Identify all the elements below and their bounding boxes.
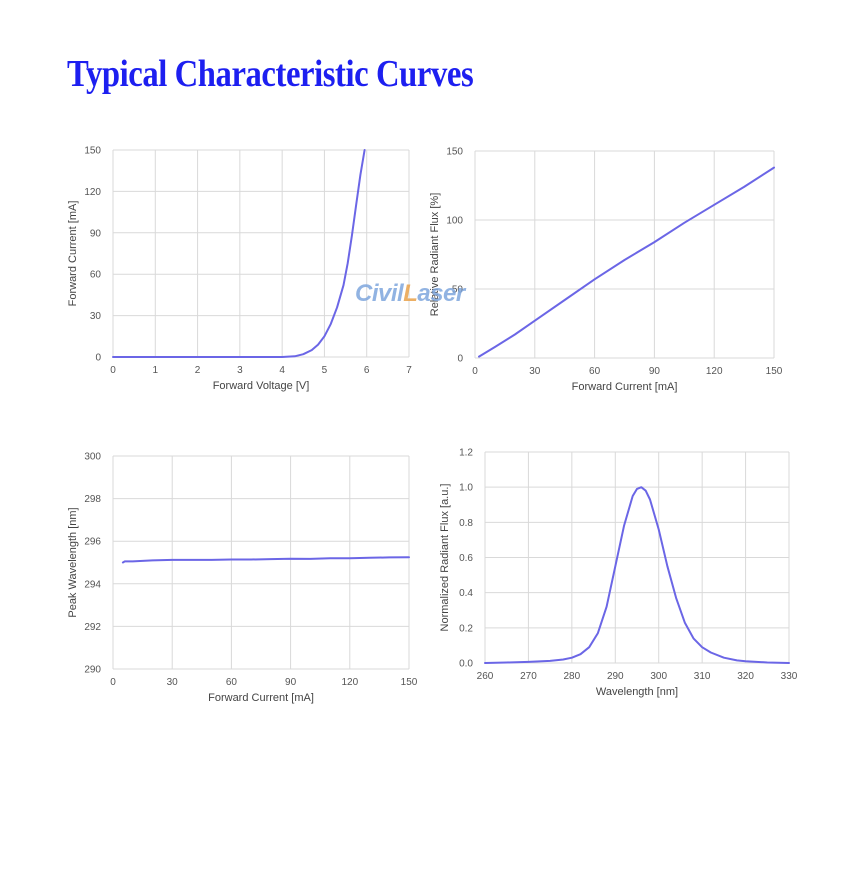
y-tick-label: 100 <box>446 216 463 227</box>
y-tick-label: 150 <box>446 147 463 158</box>
x-tick-label: 2 <box>195 365 201 376</box>
x-tick-label: 270 <box>520 671 537 682</box>
page-title: Typical Characteristic Curves <box>67 53 474 95</box>
x-tick-label: 310 <box>694 671 711 682</box>
x-tick-label: 60 <box>589 366 601 377</box>
series-line <box>121 556 410 564</box>
x-tick-label: 7 <box>406 365 412 376</box>
series-line <box>478 166 775 358</box>
watermark-text-l: L <box>403 280 418 307</box>
y-axis-label: Relative Radiant Flux [%] <box>429 193 441 317</box>
x-tick-label: 0 <box>110 677 116 688</box>
y-tick-label: 150 <box>84 146 101 157</box>
y-tick-label: 294 <box>84 579 101 590</box>
x-tick-label: 0 <box>472 366 478 377</box>
series-line <box>112 149 366 358</box>
x-tick-label: 5 <box>322 365 328 376</box>
y-tick-label: 0.8 <box>459 518 473 529</box>
x-tick-label: 4 <box>279 365 285 376</box>
x-tick-label: 0 <box>110 365 116 376</box>
y-tick-label: 1.0 <box>459 483 473 494</box>
x-tick-label: 90 <box>285 677 297 688</box>
y-tick-label: 0.4 <box>459 588 473 599</box>
watermark-logo: CivilLaser <box>355 280 465 308</box>
y-tick-label: 0.2 <box>459 623 473 634</box>
x-tick-label: 30 <box>167 677 179 688</box>
x-axis-label: Forward Current [mA] <box>208 692 314 704</box>
y-tick-label: 0 <box>95 353 101 364</box>
x-tick-label: 120 <box>706 366 723 377</box>
x-tick-label: 290 <box>607 671 624 682</box>
y-axis-label: Peak Wavelength [nm] <box>67 507 79 617</box>
y-axis-label: Forward Current [mA] <box>67 201 79 307</box>
watermark-text-aser: aser <box>417 280 465 307</box>
y-tick-label: 90 <box>90 228 102 239</box>
series-line <box>484 486 790 664</box>
x-axis-label: Forward Current [mA] <box>572 381 678 393</box>
x-tick-label: 1 <box>153 365 159 376</box>
y-tick-label: 0 <box>457 354 463 365</box>
y-tick-label: 30 <box>90 311 102 322</box>
y-axis-label: Normalized Radiant Flux [a.u.] <box>439 484 451 632</box>
x-tick-label: 300 <box>650 671 667 682</box>
y-tick-label: 0.0 <box>459 659 473 670</box>
x-tick-label: 30 <box>529 366 541 377</box>
x-axis-label: Wavelength [nm] <box>596 686 678 698</box>
x-tick-label: 3 <box>237 365 243 376</box>
x-tick-label: 280 <box>564 671 581 682</box>
x-tick-label: 150 <box>401 677 418 688</box>
y-tick-label: 60 <box>90 270 102 281</box>
y-tick-label: 120 <box>84 187 101 198</box>
y-tick-label: 1.2 <box>459 448 473 459</box>
y-tick-label: 292 <box>84 622 101 633</box>
x-tick-label: 150 <box>766 366 783 377</box>
x-tick-label: 6 <box>364 365 370 376</box>
y-tick-label: 300 <box>84 452 101 463</box>
y-tick-label: 50 <box>452 285 464 296</box>
x-tick-label: 320 <box>737 671 754 682</box>
x-tick-label: 60 <box>226 677 238 688</box>
x-tick-label: 120 <box>341 677 358 688</box>
y-tick-label: 0.6 <box>459 553 473 564</box>
x-tick-label: 90 <box>649 366 661 377</box>
x-tick-label: 260 <box>477 671 494 682</box>
watermark-text-civil: Civil <box>355 280 404 307</box>
x-axis-label: Forward Voltage [V] <box>213 380 310 392</box>
y-tick-label: 298 <box>84 494 101 505</box>
y-tick-label: 290 <box>84 665 101 676</box>
x-tick-label: 330 <box>781 671 798 682</box>
y-tick-label: 296 <box>84 537 101 548</box>
